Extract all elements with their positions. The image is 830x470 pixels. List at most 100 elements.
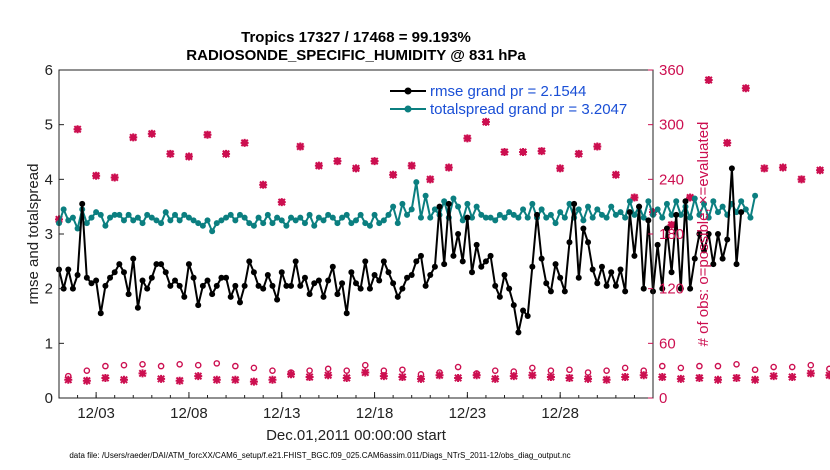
obs-evaluated-point [593,142,602,151]
rmse-point [524,313,531,319]
rmse-point [733,261,740,268]
obs-evaluated-point [361,368,370,377]
rmse-point [450,252,457,259]
obs-evaluated-point [667,220,676,229]
totalspread-point [241,214,248,221]
totalspread-point [288,214,295,221]
rmse-point [417,252,424,259]
y-tick-label-right: 180 [659,226,684,243]
totalspread-point [74,225,81,232]
totalspread-point [714,209,721,216]
y-tick-label-left: 1 [45,335,53,352]
totalspread-point [441,198,448,205]
totalspread-point [677,211,684,218]
rmse-point [223,274,230,281]
totalspread-point [232,217,239,224]
rmse-point [120,269,127,276]
plot-area [59,70,653,398]
totalspread-point [195,220,202,227]
obs-evaluated-point [352,164,360,173]
rmse-point [575,274,582,281]
totalspread-point [385,211,392,218]
totalspread-point [705,214,712,221]
rmse-point [427,272,434,278]
rmse-point [134,304,141,311]
totalspread-point [311,222,318,229]
rmse-point [687,285,694,292]
rmse-point [190,274,197,281]
obs-possible-point [603,367,610,374]
rmse-point [701,247,708,254]
rmse-point [241,282,248,289]
totalspread-point [640,214,647,221]
totalspread-point [496,211,503,218]
obs-evaluated-point [249,377,258,386]
rmse-point [719,255,726,262]
totalspread-point [65,217,72,224]
totalspread-point [394,220,401,227]
obs-evaluated-point [584,374,593,383]
totalspread-point [83,220,90,227]
totalspread-point [422,192,429,199]
totalspread-point [176,217,183,224]
totalspread-point [557,209,564,216]
rmse-point [691,255,698,262]
totalspread-point [339,214,346,221]
totalspread-point [399,200,406,207]
obs-evaluated-point [454,373,463,382]
rmse-point [585,239,592,246]
obs-evaluated-point [138,369,147,378]
totalspread-point [120,217,127,224]
rmse-point [79,200,86,207]
y-tick-label-right: 60 [659,335,676,352]
rmse-point [580,225,587,232]
obs-evaluated-point [73,125,82,134]
totalspread-point [455,203,462,210]
rmse-point [255,282,262,289]
totalspread-point [594,206,601,213]
rmse-point [510,302,517,309]
rmse-point [668,269,675,276]
obs-evaluated-point [500,148,509,156]
data-file-footer: data file: /Users/raeder/DAI/ATM_forcXX/… [69,451,570,460]
totalspread-point [668,211,675,218]
obs-evaluated-point [546,373,555,382]
rmse-point [459,258,466,265]
rmse-point [371,272,378,278]
y-tick-label-right: 0 [659,390,667,407]
rmse-point [520,307,527,314]
totalspread-point [162,209,169,216]
rmse-point [728,165,735,172]
rmse-point [408,272,415,278]
obs-evaluated-point [621,373,630,382]
obs-evaluated-point [166,149,175,158]
totalspread-point [575,206,582,213]
rmse-point [399,285,406,292]
rmse-point [608,269,615,276]
totalspread-point [139,220,146,227]
rmse-point [547,288,554,295]
totalspread-point [631,211,638,218]
totalspread-point [329,214,336,221]
obs-evaluated-point [231,375,240,384]
obs-evaluated-point [212,375,221,384]
obs-evaluated-point [203,130,212,139]
totalspread-point [93,209,100,216]
obs-possible-point [454,363,462,371]
obs-evaluated-point [825,371,830,380]
totalspread-point [487,214,494,221]
obs-evaluated-point [574,149,583,158]
y-axis-label-right: # of obs: o=possible; ×=evaluated [695,122,712,347]
rmse-point [130,255,137,262]
obs-evaluated-point [379,372,388,381]
rmse-point [710,261,717,268]
totalspread-point [747,214,754,221]
totalspread-point [427,214,434,221]
y-axis-label-left: rmse and totalspread [25,164,42,305]
rmse-point [97,310,104,317]
obs-evaluated-point [444,163,453,172]
totalspread-point [478,211,485,218]
legend-label-totalspread: totalspread grand pr = 3.2047 [430,101,627,118]
obs-evaluated-point [92,171,101,180]
totalspread-point [315,214,322,221]
